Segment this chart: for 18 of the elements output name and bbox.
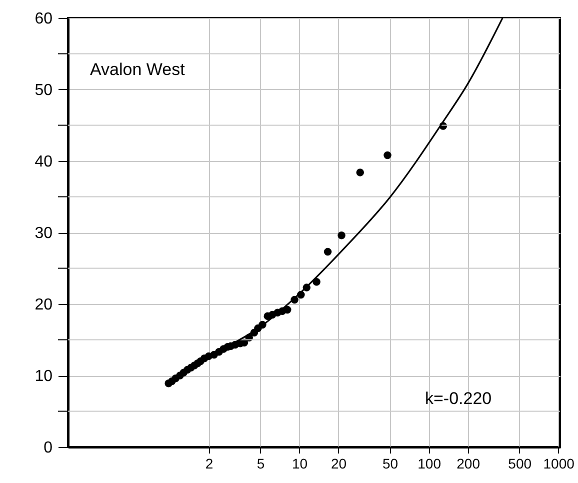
x-tick-label: 20: [330, 456, 347, 472]
x-tick-label: 5: [256, 456, 265, 472]
y-tick-label: 40: [34, 154, 53, 170]
y-tick-label: 0: [44, 440, 53, 456]
annotation: Avalon West: [90, 60, 186, 79]
x-tick-label: 50: [382, 456, 398, 472]
x-tick-label: 100: [418, 456, 442, 472]
y-tick-label: 10: [34, 368, 53, 385]
x-tick-label: 10: [292, 456, 308, 472]
x-tick-label: 500: [508, 456, 532, 472]
y-tick-label: 30: [34, 225, 53, 242]
annotation: k=-0.220: [425, 389, 492, 408]
x-tick-label: 1000: [543, 456, 575, 472]
x-tick-label: 200: [456, 456, 480, 472]
y-tick-label: 50: [34, 82, 53, 99]
y-tick-label: 20: [34, 296, 53, 314]
x-tick-label: 2: [205, 456, 214, 472]
y-tick-label: 60: [34, 10, 53, 28]
